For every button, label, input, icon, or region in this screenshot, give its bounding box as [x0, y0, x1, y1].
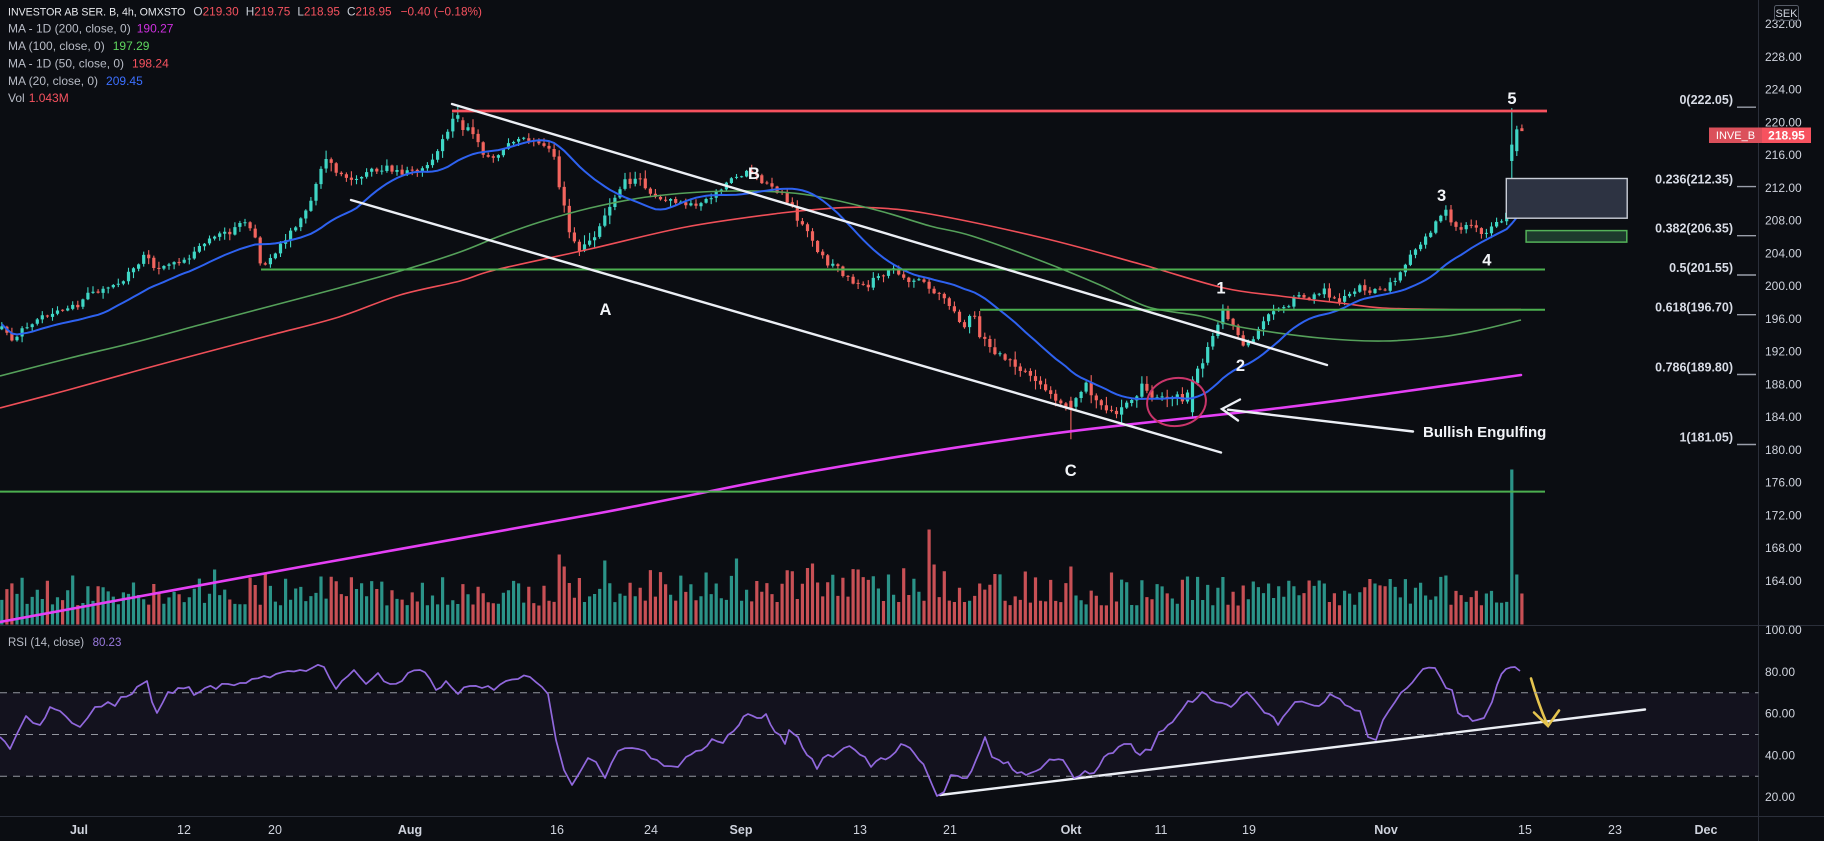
svg-text:15: 15	[1518, 823, 1532, 837]
svg-text:196.00: 196.00	[1765, 312, 1802, 326]
svg-text:0.382(206.35): 0.382(206.35)	[1655, 222, 1733, 236]
svg-text:224.00: 224.00	[1765, 83, 1802, 97]
svg-text:5: 5	[1507, 90, 1516, 108]
svg-text:SEK: SEK	[1775, 8, 1798, 20]
svg-text:INVE_B: INVE_B	[1716, 130, 1755, 142]
svg-text:220.00: 220.00	[1765, 116, 1802, 130]
svg-text:16: 16	[550, 823, 564, 837]
svg-text:Dec: Dec	[1695, 823, 1718, 837]
svg-text:1(181.05): 1(181.05)	[1679, 431, 1733, 445]
svg-text:0.5(201.55): 0.5(201.55)	[1669, 261, 1733, 275]
svg-text:B: B	[748, 165, 760, 183]
svg-text:180.00: 180.00	[1765, 443, 1802, 457]
svg-text:12: 12	[177, 823, 191, 837]
svg-text:Nov: Nov	[1374, 823, 1398, 837]
svg-text:168.00: 168.00	[1765, 541, 1802, 555]
svg-text:20.00: 20.00	[1765, 790, 1795, 804]
svg-text:MA - 1D (50, close, 0)198.24: MA - 1D (50, close, 0) 198.24	[8, 57, 169, 71]
svg-text:0.236(212.35): 0.236(212.35)	[1655, 173, 1733, 187]
svg-text:21: 21	[943, 823, 957, 837]
svg-text:20: 20	[268, 823, 282, 837]
svg-text:100.00: 100.00	[1765, 623, 1802, 637]
svg-text:24: 24	[644, 823, 658, 837]
svg-text:0.618(196.70): 0.618(196.70)	[1655, 301, 1733, 315]
svg-text:Sep: Sep	[730, 823, 753, 837]
svg-text:23: 23	[1608, 823, 1622, 837]
svg-text:60.00: 60.00	[1765, 707, 1795, 721]
svg-text:Bullish Engulfing: Bullish Engulfing	[1423, 424, 1546, 441]
svg-text:RSI (14, close)80.23: RSI (14, close) 80.23	[8, 637, 121, 649]
svg-text:192.00: 192.00	[1765, 345, 1802, 359]
svg-text:164.00: 164.00	[1765, 574, 1802, 588]
svg-text:11: 11	[1155, 823, 1168, 837]
svg-text:A: A	[600, 301, 612, 319]
svg-text:208.00: 208.00	[1765, 214, 1802, 228]
svg-text:228.00: 228.00	[1765, 50, 1802, 64]
svg-text:188.00: 188.00	[1765, 377, 1802, 391]
svg-text:80.00: 80.00	[1765, 665, 1795, 679]
svg-text:1: 1	[1216, 280, 1225, 298]
svg-text:Jul: Jul	[70, 823, 88, 837]
svg-text:13: 13	[853, 823, 867, 837]
svg-text:MA (20, close, 0)209.45: MA (20, close, 0) 209.45	[8, 74, 143, 88]
svg-text:Okt: Okt	[1061, 823, 1083, 837]
svg-text:2: 2	[1236, 357, 1245, 375]
svg-text:212.00: 212.00	[1765, 181, 1802, 195]
svg-text:C: C	[1065, 462, 1077, 480]
svg-text:19: 19	[1242, 823, 1256, 837]
svg-text:176.00: 176.00	[1765, 476, 1802, 490]
svg-text:172.00: 172.00	[1765, 509, 1802, 523]
svg-text:204.00: 204.00	[1765, 246, 1802, 260]
svg-text:3: 3	[1437, 187, 1446, 205]
svg-text:40.00: 40.00	[1765, 748, 1795, 762]
svg-text:218.95: 218.95	[1768, 129, 1805, 143]
svg-text:4: 4	[1482, 252, 1492, 270]
svg-text:0(222.05): 0(222.05)	[1679, 93, 1733, 107]
svg-text:Aug: Aug	[398, 823, 422, 837]
svg-text:MA (100, close, 0)197.29: MA (100, close, 0) 197.29	[8, 39, 150, 53]
svg-text:0.786(189.80): 0.786(189.80)	[1655, 361, 1733, 375]
svg-text:200.00: 200.00	[1765, 279, 1802, 293]
svg-text:INVESTOR AB SER. B, 4h, OMXSTO: INVESTOR AB SER. B, 4h, OMXSTO O219.30 H21…	[8, 5, 482, 19]
svg-text:MA - 1D (200, close, 0)190.27: MA - 1D (200, close, 0) 190.27	[8, 22, 174, 36]
svg-text:216.00: 216.00	[1765, 148, 1802, 162]
svg-text:184.00: 184.00	[1765, 410, 1802, 424]
